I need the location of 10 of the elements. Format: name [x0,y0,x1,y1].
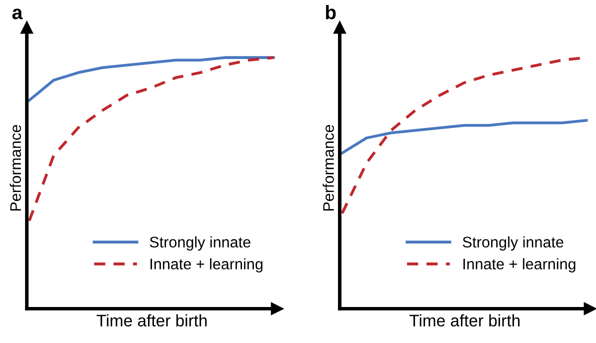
legend-label: Innate + learning [463,258,576,272]
legend-label: Innate + learning [150,258,262,272]
legend-label: Strongly innate [150,236,250,251]
chart-title: b [326,5,336,20]
x-axis-title: Time after birth [96,314,207,326]
x-axis-title: Time after birth [410,314,520,326]
y-axis-title: Performance [10,125,22,211]
chart-title: a [12,8,23,20]
y-axis-title: Performance [322,125,334,211]
legend-label: Strongly innate [462,236,564,251]
